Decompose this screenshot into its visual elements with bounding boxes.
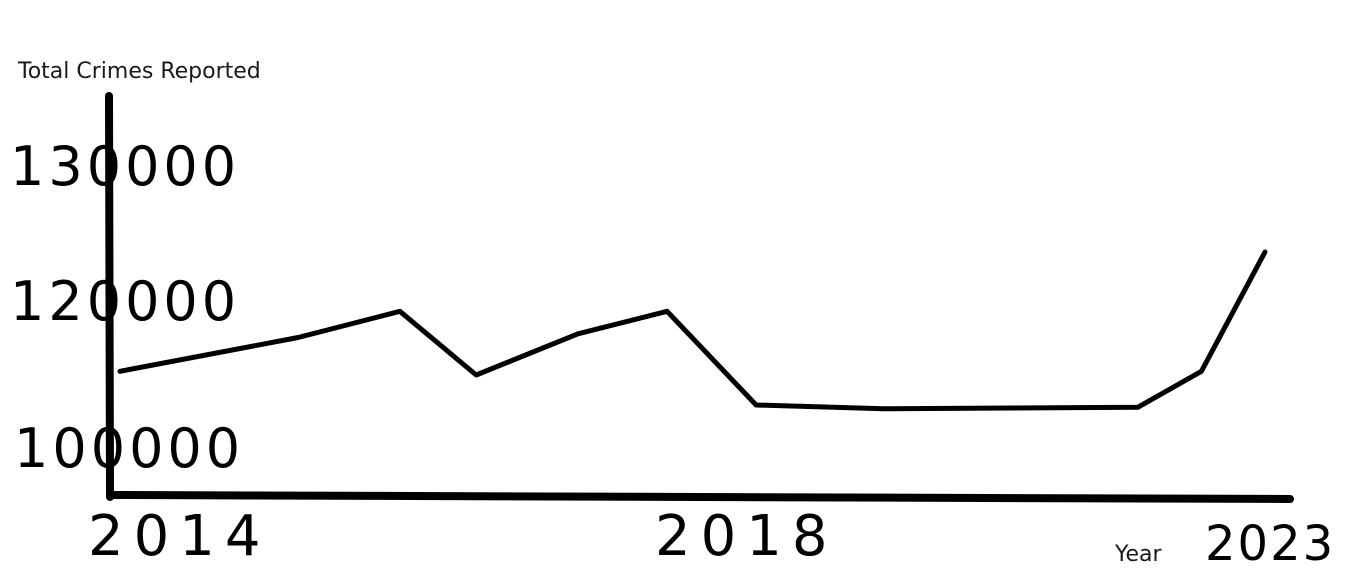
y-tick-label-120000: 120000 (10, 270, 240, 333)
x-axis-title: Year (1114, 542, 1163, 567)
x-axis-line (106, 491, 1294, 503)
x-tick-label-2023: 2023 (1205, 516, 1335, 572)
y-axis-title: Total Crimes Reported (17, 59, 261, 84)
y-axis-line (105, 92, 114, 501)
series-line (117, 249, 1268, 412)
series-layer (117, 249, 1268, 412)
x-tick-label-2014: 2014 (88, 504, 271, 569)
y-tick-label-130000: 130000 (10, 135, 240, 198)
x-tick-label-2018: 2018 (655, 504, 838, 569)
y-tick-label-100000: 100000 (14, 417, 244, 480)
